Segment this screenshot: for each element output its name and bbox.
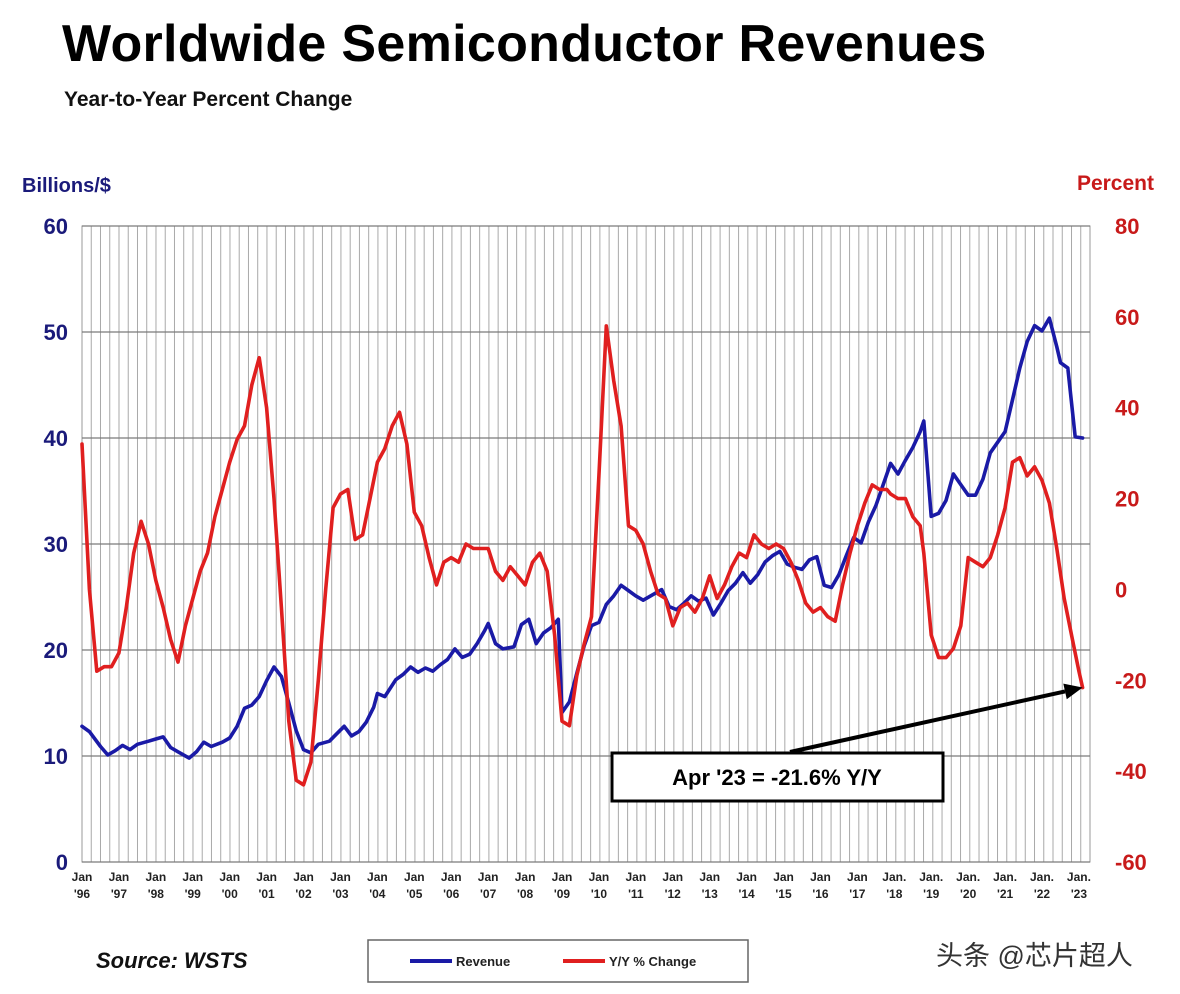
x-tick-month: Jan <box>146 870 167 884</box>
left-tick-label: 50 <box>44 320 68 345</box>
gridlines <box>81 225 1091 863</box>
left-tick-label: 20 <box>44 638 68 663</box>
x-tick-year: '02 <box>295 887 312 901</box>
left-axis-ticks: 0 10 20 30 40 50 60 <box>44 214 68 875</box>
x-tick-month: Jan. <box>1067 870 1091 884</box>
right-tick-label: -60 <box>1115 850 1147 875</box>
x-tick-year: '05 <box>406 887 423 901</box>
right-tick-label: 0 <box>1115 577 1127 602</box>
x-tick-year: '23 <box>1071 887 1088 901</box>
x-tick-month: Jan <box>72 870 93 884</box>
x-tick-year: '15 <box>775 887 792 901</box>
annotation-text: Apr '23 = -21.6% Y/Y <box>672 765 882 790</box>
x-tick-month: Jan <box>589 870 610 884</box>
legend: Revenue Y/Y % Change <box>367 939 749 983</box>
x-tick-month: Jan <box>330 870 351 884</box>
x-tick-month: Jan. <box>993 870 1017 884</box>
left-tick-label: 10 <box>44 744 68 769</box>
legend-label-yoy: Y/Y % Change <box>609 954 696 969</box>
x-tick-month: Jan <box>810 870 831 884</box>
x-tick-year: '22 <box>1034 887 1051 901</box>
x-tick-year: '16 <box>812 887 829 901</box>
chart-title: Worldwide Semiconductor Revenues <box>62 15 987 73</box>
right-tick-label: -20 <box>1115 668 1147 693</box>
x-tick-month: Jan. <box>1030 870 1054 884</box>
right-tick-label: 20 <box>1115 487 1139 512</box>
x-tick-month: Jan. <box>919 870 943 884</box>
right-tick-label: -40 <box>1115 759 1147 784</box>
x-tick-month: Jan <box>441 870 462 884</box>
x-tick-year: '03 <box>332 887 349 901</box>
x-tick-month: Jan <box>552 870 573 884</box>
x-tick-year: '21 <box>997 887 1014 901</box>
x-tick-month: Jan <box>662 870 683 884</box>
x-tick-year: '08 <box>517 887 534 901</box>
x-tick-year: '19 <box>923 887 940 901</box>
x-tick-month: Jan <box>182 870 203 884</box>
x-tick-month: Jan <box>847 870 868 884</box>
x-tick-year: '13 <box>702 887 719 901</box>
x-tick-month: Jan. <box>882 870 906 884</box>
x-tick-year: '09 <box>554 887 571 901</box>
x-tick-month: Jan <box>773 870 794 884</box>
right-axis-label: Percent <box>1077 172 1154 195</box>
x-tick-month: Jan <box>256 870 277 884</box>
right-axis-ticks: -60 -40 -20 0 20 40 60 80 <box>1115 214 1147 875</box>
x-tick-month: Jan <box>109 870 130 884</box>
x-tick-month: Jan <box>515 870 536 884</box>
chart-subtitle: Year-to-Year Percent Change <box>64 88 353 111</box>
annotation-arrow-line <box>789 689 1066 754</box>
x-tick-month: Jan <box>367 870 388 884</box>
x-tick-month: Jan <box>736 870 757 884</box>
left-tick-label: 0 <box>56 850 68 875</box>
x-tick-year: '97 <box>111 887 128 901</box>
x-tick-year: '07 <box>480 887 497 901</box>
annotation: Apr '23 = -21.6% Y/Y <box>610 683 1083 803</box>
watermark: 头条 @芯片超人 <box>936 941 1133 971</box>
x-tick-year: '12 <box>665 887 682 901</box>
annotation-arrow-head <box>1063 683 1083 700</box>
x-tick-year: '11 <box>628 887 644 901</box>
x-tick-year: '01 <box>259 887 276 901</box>
source-note: Source: WSTS <box>96 948 248 973</box>
x-tick-year: '00 <box>222 887 239 901</box>
x-tick-year: '20 <box>960 887 977 901</box>
x-tick-year: '18 <box>886 887 903 901</box>
x-tick-month: Jan <box>293 870 314 884</box>
x-tick-year: '98 <box>148 887 165 901</box>
x-tick-year: '17 <box>849 887 866 901</box>
x-tick-year: '96 <box>74 887 91 901</box>
left-tick-label: 60 <box>44 214 68 239</box>
x-tick-year: '14 <box>739 887 756 901</box>
series-layer <box>80 316 1085 787</box>
x-tick-month: Jan <box>626 870 647 884</box>
x-tick-month: Jan <box>404 870 425 884</box>
x-tick-month: Jan <box>699 870 720 884</box>
right-tick-label: 40 <box>1115 396 1139 421</box>
x-tick-year: '10 <box>591 887 608 901</box>
x-tick-month: Jan <box>478 870 499 884</box>
legend-label-revenue: Revenue <box>456 954 510 969</box>
x-tick-year: '06 <box>443 887 460 901</box>
left-tick-label: 40 <box>44 426 68 451</box>
annotation-box <box>610 751 945 803</box>
left-axis-label: Billions/$ <box>22 175 111 197</box>
x-tick-month: Jan. <box>956 870 980 884</box>
left-tick-label: 30 <box>44 532 68 557</box>
right-tick-label: 80 <box>1115 214 1139 239</box>
x-tick-month: Jan <box>219 870 240 884</box>
series-line-revenue <box>80 316 1085 760</box>
x-tick-year: '04 <box>369 887 386 901</box>
right-tick-label: 60 <box>1115 305 1139 330</box>
series-line-yoy-change <box>80 324 1085 787</box>
x-axis-ticks: Jan '96 Jan '97 Jan '98 Jan '99 Jan '00 Jan '01 Jan '… <box>72 870 1091 901</box>
x-tick-year: '99 <box>185 887 202 901</box>
